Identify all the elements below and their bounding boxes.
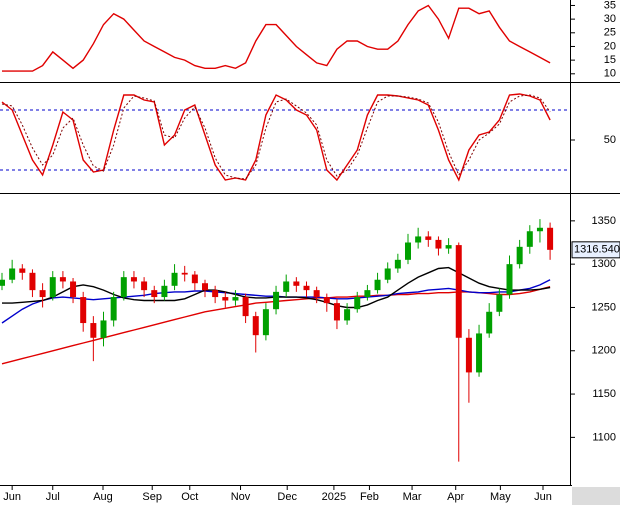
candle-body [506,264,513,295]
x-tick-label: Oct [181,491,198,503]
x-tick-label: May [490,491,511,503]
candle-body [59,277,66,282]
candle-body [435,239,442,249]
candle-body [536,227,543,232]
candle-body [384,268,391,280]
candle-body [9,268,16,280]
candle-body [374,279,381,291]
candle-body [120,277,127,298]
candle-body [19,268,26,273]
candle-body [354,297,361,310]
x-tick-label: Aug [93,491,113,503]
y-tick-label: 10 [604,68,616,80]
y-tick-label: 25 [604,27,616,39]
candle-body [516,246,523,265]
candle-body [323,297,330,304]
candle-body [252,316,259,336]
candle-body [364,290,371,298]
y-tick-label: 35 [604,0,616,11]
candle-body [476,333,483,373]
candle-body [70,281,77,298]
x-tick-label: Feb [360,491,379,503]
candle-body [130,277,137,282]
x-tick-label: Mar [403,491,422,503]
x-tick-label: Jun [3,491,21,503]
candle-body [151,290,158,298]
y-tick-label: 15 [604,54,616,66]
candle-body [80,297,87,324]
y-tick-label: 1100 [592,431,616,443]
candle-body [526,231,533,247]
last-price-label: 1316.540 [574,244,620,256]
corner [572,487,620,505]
x-tick-label: 2025 [322,491,346,503]
candle-body [262,309,269,336]
candle-body [333,303,340,321]
series-line [1,93,551,182]
candle-body [232,297,239,301]
candle-body [496,294,503,312]
candle-body [212,290,219,298]
candle-body [547,227,554,250]
candle-body [0,279,5,286]
candle-body [171,272,178,286]
candle-body [141,281,148,291]
candle-body [415,236,422,243]
y-tick-label: 1150 [592,388,616,400]
x-tick-label: Jul [46,491,60,503]
y-tick-label: 1250 [592,301,616,313]
candle-body [313,290,320,298]
candle-body [202,283,208,291]
series-line [2,4,551,72]
candle-body [405,242,411,260]
x-tick-label: Sep [142,491,162,503]
candle-body [181,272,188,275]
y-tick-label: 30 [604,13,616,25]
x-tick-label: Apr [447,491,464,503]
candle-body [191,274,198,284]
candle-body [222,297,229,301]
candle-body [100,320,107,338]
candle-body [110,297,117,321]
last-price-box [571,241,620,259]
candle-body [303,285,310,291]
candle-body [465,337,472,373]
candle-body [242,297,249,317]
candle-body [344,309,351,321]
candle-body [293,281,300,286]
candle-body [273,291,280,310]
candle-body [49,277,56,298]
x-tick-label: Dec [277,491,297,503]
y-tick-label: 20 [604,40,616,52]
x-tick-label: Jun [534,491,552,503]
y-tick-label: 1350 [592,215,616,227]
candle-body [445,245,452,249]
y-tick-label: 50 [604,134,616,146]
candle-body [283,281,290,292]
x-tick-label: Nov [231,491,251,503]
y-tick-label: 1200 [592,345,616,357]
candle-body [486,311,493,334]
candle-body [394,259,401,269]
candle-body [455,245,462,338]
y-tick-label: 1300 [592,258,616,270]
candle-body [29,272,36,291]
candle-body [90,323,97,338]
candle-body [39,290,46,298]
candle-body [425,236,432,240]
candle-body [161,285,168,298]
